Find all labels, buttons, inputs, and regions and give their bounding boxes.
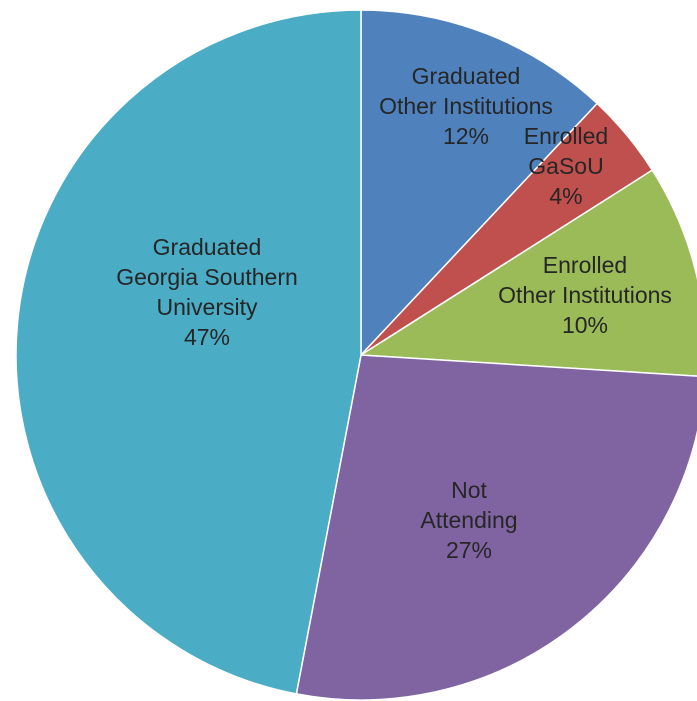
pie-labels: Graduated Other Institutions 12% Enrolled Ga…: [116, 63, 672, 563]
pie-slices: [15, 9, 697, 701]
slice-label: Not Attending 27%: [420, 477, 517, 563]
pie-slice: [360, 9, 599, 357]
slice-label-line: Enrolled: [543, 252, 627, 278]
slice-value-label: 10%: [562, 312, 608, 338]
slice-label: Graduated Georgia Southern University 47%: [116, 234, 298, 350]
slice-label-line: Graduated: [412, 63, 521, 89]
pie-slice: [358, 169, 697, 377]
slice-label: Enrolled Other Institutions 10%: [498, 252, 672, 338]
pie-slice: [15, 9, 362, 695]
slice-label-line: Other Institutions: [498, 282, 672, 308]
slice-label-line: Georgia Southern: [116, 264, 298, 290]
slice-value-label: 27%: [446, 537, 492, 563]
slice-label-line: GaSoU: [528, 153, 603, 179]
slice-value-label: 12%: [443, 123, 489, 149]
slice-label: Graduated Other Institutions 12%: [379, 63, 553, 149]
slice-label-line: Other Institutions: [379, 93, 553, 119]
slice-label-line: Enrolled: [524, 123, 608, 149]
slice-label-line: Not: [451, 477, 487, 503]
slice-label-line: University: [157, 294, 258, 320]
slice-label: Enrolled GaSoU 4%: [524, 123, 608, 209]
slice-label-line: Graduated: [153, 234, 262, 260]
slice-label-line: Attending: [420, 507, 517, 533]
slice-value-label: 47%: [184, 324, 230, 350]
pie-slice: [295, 354, 697, 701]
slice-value-label: 4%: [549, 183, 582, 209]
